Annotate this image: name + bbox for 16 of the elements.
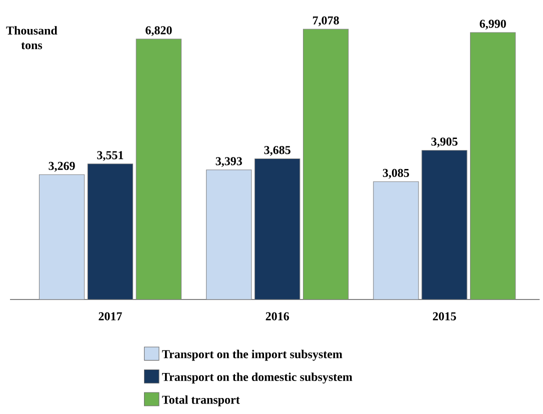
data-label: 3,905 — [431, 138, 458, 148]
x-tick-label: 2017 — [98, 312, 122, 321]
x-tick-label: 2016 — [266, 312, 289, 321]
data-label: 6,820 — [146, 26, 172, 36]
data-label: 3,269 — [48, 162, 75, 172]
legend-label: Transport on the import subsystem — [162, 350, 342, 361]
legend-label: Total transport — [162, 396, 240, 406]
legend-label: Transport on the domestic subsystem — [162, 372, 352, 384]
data-label: 3,393 — [216, 157, 242, 168]
data-label: 3,685 — [264, 146, 290, 156]
x-tick-label: 2015 — [432, 312, 456, 321]
data-label: 7,078 — [312, 16, 339, 26]
data-label: 3,085 — [382, 169, 410, 179]
data-label: 3,551 — [97, 151, 124, 162]
y-axis-title: Thousand tons — [6, 26, 58, 50]
data-label: 6,990 — [480, 20, 506, 30]
